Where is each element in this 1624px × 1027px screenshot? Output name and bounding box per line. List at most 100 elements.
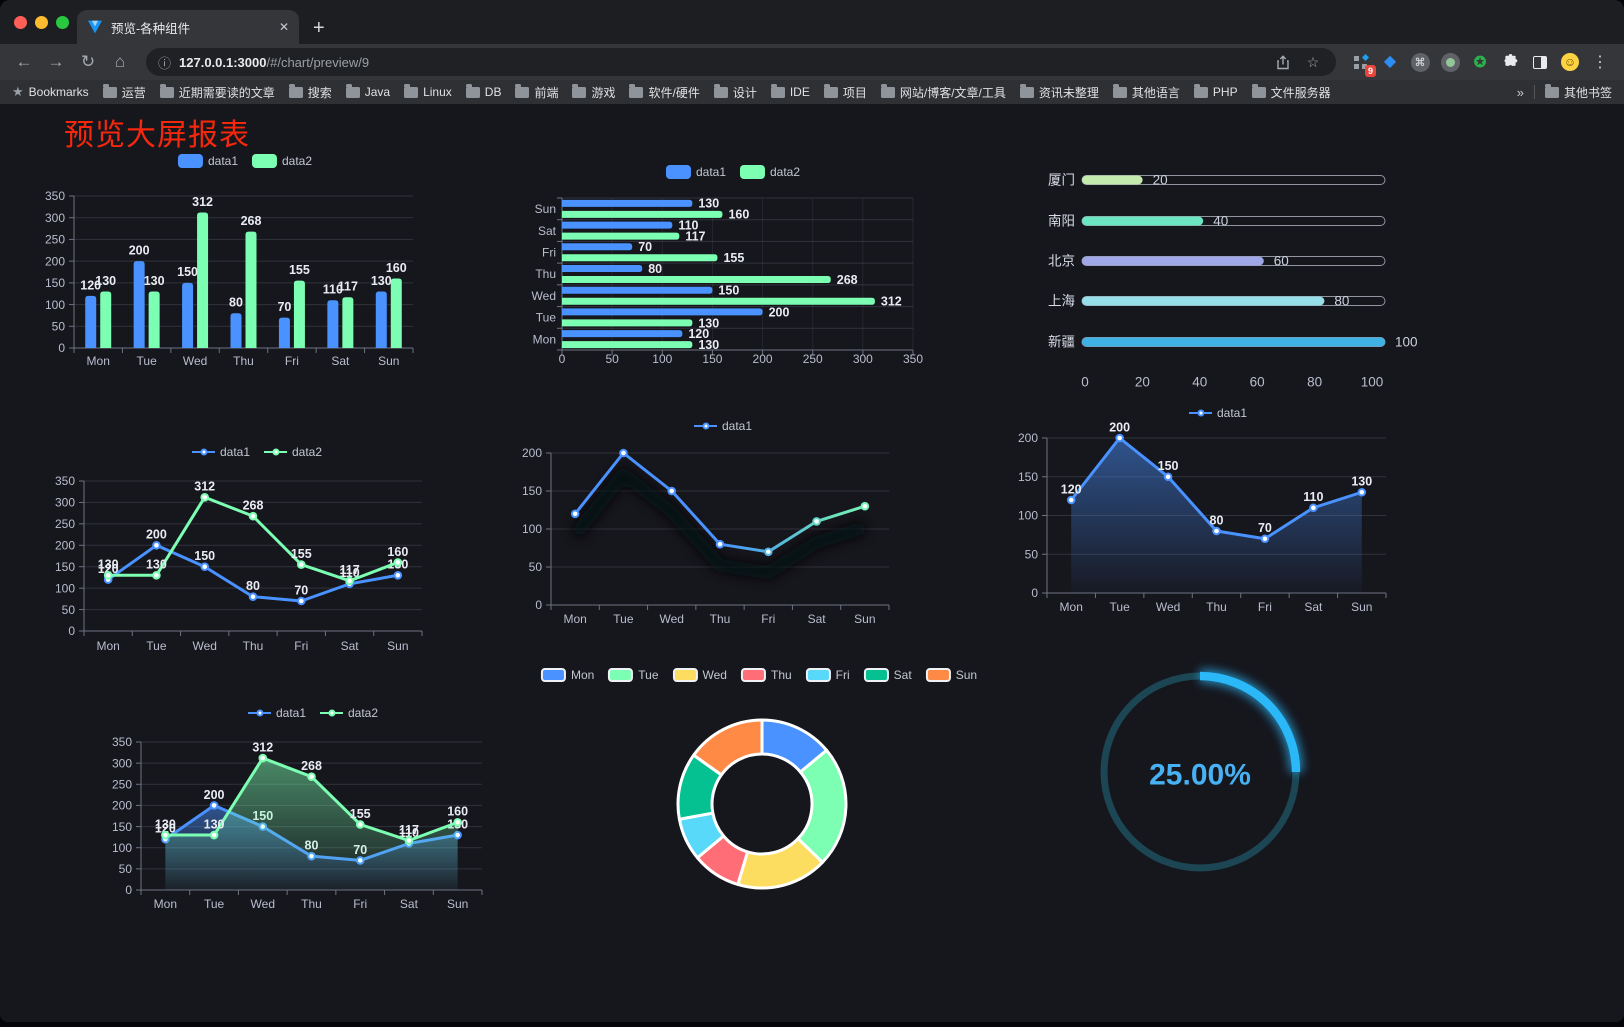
legend-item[interactable]: data1 — [177, 154, 238, 168]
bookmark-item[interactable]: 资讯未整理 — [1019, 84, 1099, 101]
emoji-extension-icon[interactable]: ☺ — [1558, 50, 1582, 74]
window-controls — [14, 16, 69, 29]
legend-item[interactable]: Sun — [925, 668, 977, 682]
svg-text:155: 155 — [350, 807, 371, 821]
url-bar[interactable]: ⓘ 127.0.0.1:3000/#/chart/preview/9 ☆ — [146, 48, 1336, 76]
multi-line-chart[interactable]: 0 50 100 150 200 250 300 350 Mon Tue Wed Thu Fri Sat S… — [38, 428, 440, 660]
bookmark-item[interactable]: PHP — [1193, 84, 1238, 99]
window-zoom-button[interactable] — [56, 16, 69, 29]
back-button[interactable]: ← — [15, 52, 33, 71]
metrics-extension-icon[interactable]: 9 — [1348, 50, 1376, 77]
folder-icon — [770, 84, 785, 98]
legend-item[interactable]: data1 — [191, 445, 250, 459]
svg-text:300: 300 — [853, 352, 873, 366]
svg-text:130: 130 — [98, 558, 119, 572]
svg-text:200: 200 — [1109, 420, 1130, 434]
window-minimize-button[interactable] — [35, 16, 48, 29]
legend-item[interactable]: Thu — [740, 668, 792, 682]
svg-text:100: 100 — [1395, 335, 1418, 350]
svg-text:南阳: 南阳 — [1048, 214, 1075, 229]
bookmark-item[interactable]: DB — [465, 84, 501, 99]
legend-item[interactable]: data1 — [1188, 406, 1247, 420]
bookmark-item[interactable]: 网站/博客/文章/工具 — [880, 84, 1006, 101]
gradient-line-chart[interactable]: 0 50 100 150 200 Mon Tue Wed Thu Fri Sat Sun data1 — [498, 408, 905, 636]
area-dual-chart[interactable]: 0 50 100 150 200 250 300 350 Mon Tue Wed Thu Fri Sat S… — [98, 698, 500, 920]
grouped-bar-svg: 0 50 100 150 200 250 300 350 Mon Tue Wed Thu Fri Sat S… — [45, 189, 414, 368]
legend-item[interactable]: data1 — [665, 165, 726, 179]
svg-text:Wed: Wed — [192, 639, 216, 653]
area-single-chart[interactable]: 0 50 100 150 200 Mon Tue Wed Thu Fri Sat Sun 120 200 1… — [985, 398, 1400, 622]
bookmark-item[interactable]: 设计 — [713, 84, 757, 101]
bookmark-item[interactable]: Linux — [404, 84, 452, 99]
site-info-icon[interactable]: ⓘ — [158, 55, 172, 71]
svg-text:120: 120 — [1061, 482, 1082, 496]
home-button[interactable]: ⌂ — [114, 52, 126, 71]
bookmark-item[interactable]: 搜索 — [288, 84, 332, 101]
legend-item[interactable]: data1 — [693, 419, 752, 433]
bookmarks-overflow-chevron[interactable]: » — [1516, 84, 1524, 100]
new-tab-button[interactable]: + — [313, 17, 325, 39]
svg-text:120: 120 — [80, 278, 101, 292]
svg-text:Fri: Fri — [761, 612, 775, 626]
tab-close-icon[interactable]: ✕ — [278, 20, 289, 34]
legend-item[interactable]: data2 — [320, 706, 378, 720]
other-bookmarks[interactable]: 其他书签 — [1544, 84, 1612, 101]
split-screen-icon[interactable] — [1528, 50, 1552, 74]
bookmark-item[interactable]: 游戏 — [572, 84, 615, 101]
svg-text:Mon: Mon — [154, 897, 177, 911]
browser-menu-icon[interactable]: ⋮ — [1592, 54, 1608, 71]
bookmarks-manager[interactable]: ★ Bookmarks — [12, 84, 89, 100]
legend-item[interactable]: Wed — [672, 668, 727, 682]
browser-tab[interactable]: 预览-各种组件 ✕ — [77, 10, 299, 44]
svg-text:312: 312 — [194, 480, 215, 494]
bookmark-item[interactable]: 其他语言 — [1112, 84, 1180, 101]
bookmark-item[interactable]: IDE — [770, 84, 810, 99]
svg-text:0: 0 — [1081, 375, 1089, 390]
legend-item[interactable]: data1 — [247, 706, 306, 720]
svg-text:50: 50 — [1025, 547, 1039, 561]
svg-text:150: 150 — [718, 284, 739, 298]
svg-text:Mon: Mon — [96, 639, 119, 653]
gauge-chart[interactable]: 25.00% — [1088, 658, 1312, 882]
svg-text:130: 130 — [146, 558, 167, 572]
bookmark-item[interactable]: 软件/硬件 — [629, 84, 700, 101]
svg-text:268: 268 — [837, 273, 858, 287]
svg-text:Tue: Tue — [204, 897, 225, 911]
gem-extension-icon[interactable]: ◆ — [1383, 53, 1397, 70]
legend-swatch — [247, 707, 271, 720]
svg-text:50: 50 — [52, 319, 66, 333]
svg-text:Thu: Thu — [1206, 600, 1227, 614]
bookmark-item[interactable]: Java — [345, 84, 390, 99]
svg-text:60: 60 — [1274, 254, 1289, 269]
svg-text:155: 155 — [289, 263, 310, 277]
legend-item[interactable]: data2 — [264, 445, 322, 459]
legend-item[interactable]: Mon — [540, 668, 594, 682]
reload-button[interactable]: ↻ — [80, 52, 96, 71]
legend-item[interactable]: Sat — [863, 668, 912, 682]
command-extension-icon[interactable]: ⌘ — [1408, 50, 1432, 74]
bookmark-item[interactable]: 前端 — [515, 84, 558, 101]
bookmark-star-icon[interactable]: ☆ — [1306, 53, 1320, 70]
window-close-button[interactable] — [14, 16, 27, 29]
bookmark-item[interactable]: 运营 — [102, 84, 146, 101]
vue-devtools-icon[interactable]: ✪ — [1473, 54, 1487, 71]
legend-item[interactable]: Fri — [805, 668, 850, 682]
bookmark-item[interactable]: 文件服务器 — [1251, 84, 1331, 101]
share-icon[interactable] — [1272, 51, 1294, 73]
donut-chart[interactable]: Mon Tue Wed Thu Fri Sat Sun — [538, 655, 986, 910]
chart-legend: data1 data2 — [247, 706, 378, 720]
legend-item[interactable]: data2 — [252, 154, 312, 168]
extensions-puzzle-icon[interactable] — [1498, 50, 1522, 74]
bookmark-item[interactable]: 近期需要读的文章 — [159, 84, 275, 101]
svg-text:160: 160 — [447, 805, 468, 819]
legend-item[interactable]: Tue — [608, 668, 659, 682]
horizontal-bar-chart[interactable]: 0 50 100 150 200 250 300 350 Mon 120 130 Tue 200 130 W… — [498, 148, 930, 376]
bookmark-item[interactable]: 项目 — [823, 84, 867, 101]
svg-text:300: 300 — [55, 496, 75, 510]
legend-item[interactable]: data2 — [740, 165, 800, 179]
forward-button[interactable]: → — [47, 52, 65, 71]
recorder-extension-icon[interactable] — [1438, 50, 1462, 74]
progress-bars-chart[interactable]: 厦门 20 南阳 40 北京 60 上海 80 新疆 100 0 20 40 60 80 100 — [985, 148, 1425, 400]
grouped-bar-chart[interactable]: 0 50 100 150 200 250 300 350 Mon Tue Wed Thu Fri Sat S… — [40, 140, 435, 380]
